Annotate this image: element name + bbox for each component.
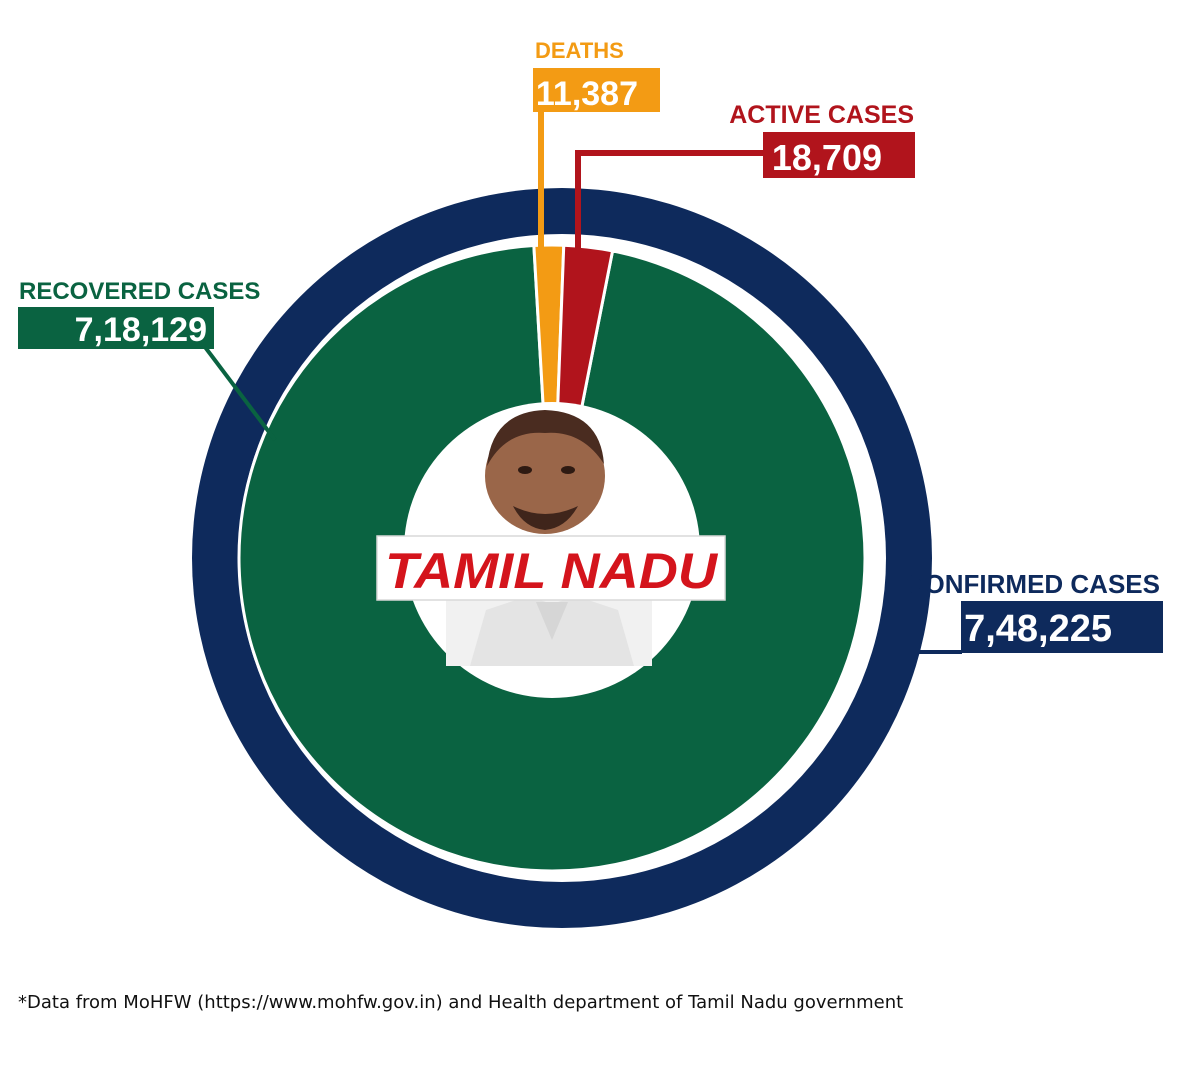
recovered-label: RECOVERED CASES <box>19 278 260 305</box>
active-value: 18,709 <box>772 137 882 178</box>
confirmed-value: 7,48,225 <box>964 608 1112 650</box>
deaths-callout: DEATHS 11,387 <box>533 38 660 262</box>
deaths-label: DEATHS <box>535 38 624 63</box>
center-banner-label: TAMIL NADU <box>385 543 719 599</box>
recovered-callout: RECOVERED CASES 7,18,129 <box>18 278 277 442</box>
active-callout: ACTIVE CASES 18,709 <box>575 101 915 262</box>
recovered-value: 7,18,129 <box>75 311 207 349</box>
center-banner: TAMIL NADU <box>376 535 726 601</box>
active-value-box <box>763 132 915 178</box>
deaths-value-box <box>533 68 660 112</box>
deaths-value: 11,387 <box>536 75 638 113</box>
confirmed-value-box <box>961 601 1163 653</box>
confirmed-callout: CONFIRMED CASES 7,48,225 <box>906 569 1163 654</box>
source-footnote: *Data from MoHFW (https://www.mohfw.gov.… <box>18 992 904 1013</box>
portrait-illustration-icon <box>446 410 652 666</box>
confirmed-label: CONFIRMED CASES <box>906 569 1160 599</box>
recovered-value-box <box>18 307 214 349</box>
active-label: ACTIVE CASES <box>729 101 914 129</box>
active-leader-line <box>575 150 764 262</box>
recovered-leader-line <box>203 345 277 442</box>
